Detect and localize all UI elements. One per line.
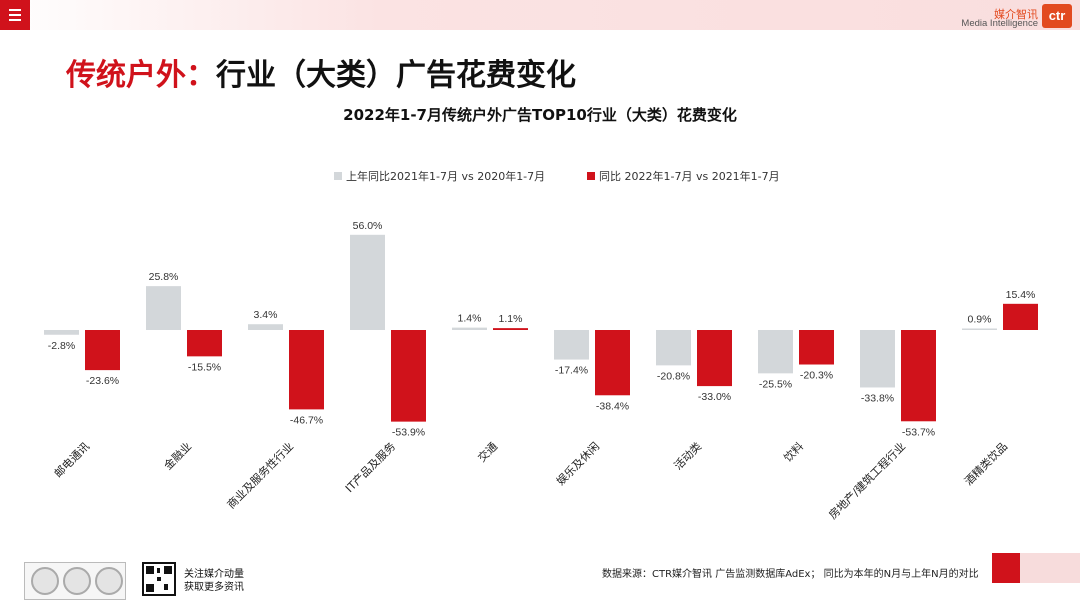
bar-chart: -2.8% -23.6% 邮电通讯 25.8% -15.5% 金融业 3.4% -46.7% 商… <box>44 220 1038 522</box>
bar-curr <box>391 330 426 422</box>
follow-text: 关注媒介动量 获取更多资讯 <box>184 568 244 594</box>
legend-swatch-prev <box>334 172 342 180</box>
data-source-note: 数据来源：CTR媒介智讯 广告监测数据库AdEx； 同比为本年的N月与上年N月的… <box>602 569 979 580</box>
top-bar: 媒介智讯 Media Intelligence ctr <box>0 0 1080 30</box>
category-label: 活动类 <box>671 439 704 472</box>
qr-code-icon <box>142 562 176 596</box>
menu-icon[interactable] <box>0 0 30 30</box>
legend-item-curr: 同比 2022年1-7月 vs 2021年1-7月 <box>587 168 780 184</box>
data-label: 56.0% <box>353 220 383 232</box>
bar-curr <box>1003 303 1038 330</box>
category-label: 娱乐及休闲 <box>553 439 602 488</box>
sgs-seal-icon <box>31 567 59 595</box>
bar-curr <box>85 330 120 371</box>
legend-label-curr: 同比 2022年1-7月 vs 2021年1-7月 <box>599 170 780 183</box>
bar-curr <box>187 330 222 357</box>
legend-item-prev: 上年同比2021年1-7月 vs 2020年1-7月 <box>334 168 545 184</box>
legend-label-prev: 上年同比2021年1-7月 vs 2020年1-7月 <box>346 170 546 183</box>
bar-curr <box>289 330 324 410</box>
data-label: -53.9% <box>392 427 425 439</box>
data-label: -15.5% <box>188 361 221 373</box>
category-label: IT产品及服务 <box>342 439 398 495</box>
bar-curr <box>493 328 528 330</box>
category-label: 饮料 <box>781 439 806 464</box>
category-label: 邮电通讯 <box>52 440 92 480</box>
bar-prev <box>44 330 79 335</box>
certification-logos <box>24 562 126 600</box>
page-title-red: 传统户外： <box>66 58 216 93</box>
sgs-seal-icon <box>63 567 91 595</box>
sgs-seal-icon <box>95 567 123 595</box>
brand-name-cn: 媒介智讯 <box>994 8 1038 21</box>
data-label: 3.4% <box>254 309 278 321</box>
bar-prev <box>350 234 385 330</box>
category-label: 金融业 <box>161 439 194 472</box>
bar-prev <box>554 330 589 360</box>
footer-pink-bar <box>1020 553 1080 583</box>
data-label: 0.9% <box>968 313 992 325</box>
bar-curr <box>901 330 936 422</box>
data-label: -20.3% <box>800 370 833 382</box>
data-label: 1.1% <box>499 313 523 325</box>
bar-prev <box>860 330 895 388</box>
category-label: 酒精类饮品 <box>961 439 1010 488</box>
bar-curr <box>595 330 630 396</box>
follow-line-1: 关注媒介动量 <box>184 569 244 580</box>
page-title-black: 行业（大类）广告花费变化 <box>216 58 576 93</box>
data-label: -53.7% <box>902 426 935 438</box>
bar-prev <box>248 324 283 330</box>
data-label: -25.5% <box>759 378 792 390</box>
bar-prev <box>758 330 793 374</box>
category-label: 商业及服务性行业 <box>224 439 296 511</box>
data-label: -2.8% <box>48 340 75 352</box>
bar-prev <box>452 327 487 330</box>
data-label: -33.8% <box>861 392 894 404</box>
data-label: 15.4% <box>1006 289 1036 301</box>
brand-name-en: Media Intelligence <box>961 18 1038 29</box>
bar-curr <box>799 330 834 365</box>
bar-prev <box>146 286 181 330</box>
category-label: 房地产/建筑工程行业 <box>826 439 909 522</box>
page-title: 传统户外：行业（大类）广告花费变化 <box>66 50 576 94</box>
footer-accent-block <box>992 553 1020 583</box>
bar-prev <box>656 330 691 366</box>
data-label: -38.4% <box>596 400 629 412</box>
follow-line-2: 获取更多资讯 <box>184 582 244 593</box>
data-label: -23.6% <box>86 375 119 387</box>
bar-prev <box>962 328 997 330</box>
legend-swatch-curr <box>587 172 595 180</box>
ctr-logo: ctr <box>1042 4 1072 28</box>
data-label: 25.8% <box>149 271 179 283</box>
data-label: 1.4% <box>458 313 482 325</box>
chart-title: 2022年1-7月传统户外广告TOP10行业（大类）花费变化 <box>343 106 737 124</box>
data-label: -33.0% <box>698 391 731 403</box>
bar-curr <box>697 330 732 387</box>
data-label: -20.8% <box>657 370 690 382</box>
category-label: 交通 <box>475 439 500 464</box>
data-label: -17.4% <box>555 365 588 377</box>
data-label: -46.7% <box>290 414 323 426</box>
